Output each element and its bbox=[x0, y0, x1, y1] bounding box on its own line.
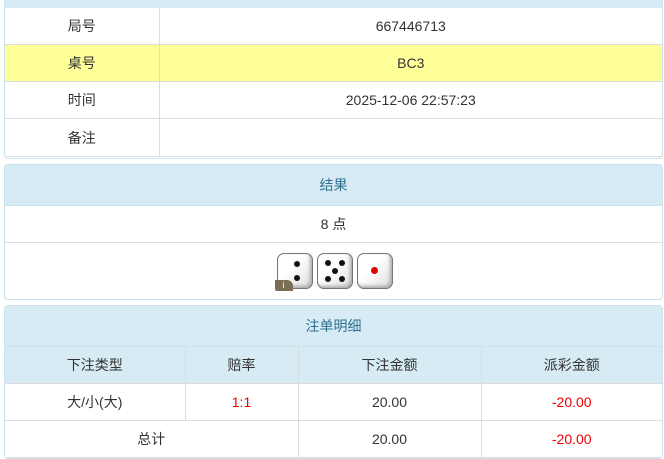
bet-details-title: 注单明细 bbox=[5, 306, 662, 347]
col-header: 派彩金额 bbox=[480, 347, 662, 384]
total-row: 总计 20.00 -20.00 bbox=[5, 420, 662, 458]
dice-row: i bbox=[5, 243, 662, 299]
result-panel: 结果 8 点 i bbox=[4, 164, 663, 300]
table-id-value: BC3 bbox=[158, 44, 662, 82]
remark-value bbox=[158, 118, 662, 157]
total-amount: 20.00 bbox=[297, 420, 482, 458]
payout: -20.00 bbox=[480, 383, 662, 421]
bet-type: 大/小(大) bbox=[5, 383, 186, 421]
odds: 1:1 bbox=[184, 383, 299, 421]
col-header: 下注金额 bbox=[297, 347, 482, 384]
col-header: 赔率 bbox=[184, 347, 299, 384]
label: 备注 bbox=[5, 118, 160, 157]
row-remark: 备注 bbox=[5, 118, 662, 157]
total-payout: -20.00 bbox=[480, 420, 662, 458]
table-row: 大/小(大) 1:1 20.00 -20.00 bbox=[5, 383, 662, 421]
bet-table-header: 下注类型 赔率 下注金额 派彩金额 bbox=[5, 347, 662, 384]
result-title: 结果 bbox=[5, 165, 662, 206]
dice-1-icon bbox=[356, 253, 393, 289]
panel-header-strip bbox=[5, 0, 662, 8]
dice-2-icon: i bbox=[274, 253, 313, 291]
col-header: 下注类型 bbox=[5, 347, 186, 384]
game-info-panel: 局号 667446713 桌号 BC3 时间 2025-12-06 22:57:23 … bbox=[4, 0, 663, 159]
row-round-id: 局号 667446713 bbox=[5, 8, 662, 45]
label: 局号 bbox=[5, 8, 160, 45]
label: 时间 bbox=[5, 81, 160, 119]
result-points: 8 点 bbox=[5, 206, 662, 243]
row-time: 时间 2025-12-06 22:57:23 bbox=[5, 81, 662, 119]
row-table-id: 桌号 BC3 bbox=[5, 44, 662, 82]
time-value: 2025-12-06 22:57:23 bbox=[158, 81, 662, 119]
round-id-value: 667446713 bbox=[158, 8, 662, 45]
bet-amount: 20.00 bbox=[297, 383, 482, 421]
label: 桌号 bbox=[5, 44, 160, 82]
total-label: 总计 bbox=[5, 420, 299, 458]
bet-details-panel: 注单明细 下注类型 赔率 下注金额 派彩金额 大/小(大) 1:1 20.00 … bbox=[4, 305, 663, 459]
dice-5-icon bbox=[316, 253, 353, 289]
info-badge[interactable]: i bbox=[274, 280, 293, 291]
